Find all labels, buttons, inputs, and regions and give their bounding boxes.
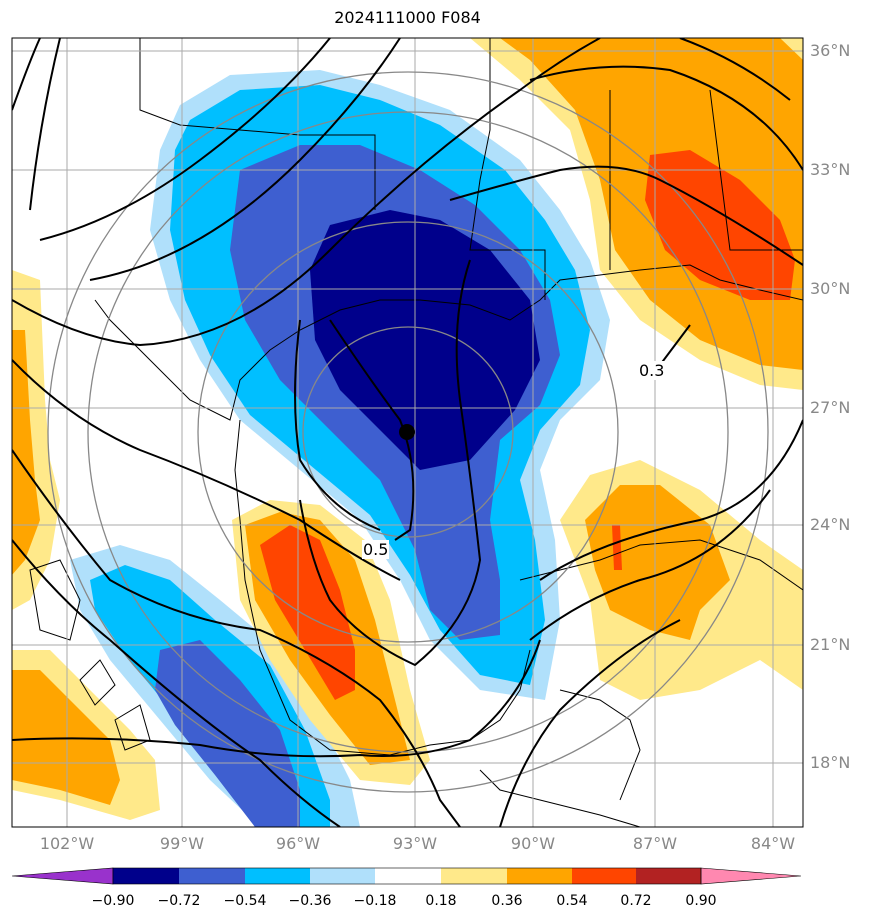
colorbar-tick: −0.18 — [353, 893, 397, 909]
lon-label: 90°W — [510, 834, 556, 853]
lon-label: 87°W — [632, 834, 678, 853]
storm-center-marker — [399, 424, 415, 440]
colorbar-tick: −0.90 — [91, 893, 135, 909]
lat-label: 33°N — [810, 160, 851, 179]
colorbar-tick: −0.72 — [157, 893, 201, 909]
lat-label: 21°N — [810, 635, 851, 654]
map-frame — [11, 37, 804, 828]
contour-label-0.5: 0.5 — [362, 540, 390, 559]
map-title: 2024111000 F084 — [334, 8, 481, 27]
range-rings — [47, 71, 769, 793]
colorbar-tick: −0.54 — [223, 893, 267, 909]
lon-label: 99°W — [159, 834, 205, 853]
lat-label: 27°N — [810, 398, 851, 417]
colorbar-tick: 0.72 — [620, 893, 652, 909]
colorbar-tick: 0.54 — [556, 893, 588, 909]
colorbar-tick: 0.90 — [685, 893, 717, 909]
contour-label-0.3: 0.3 — [638, 361, 666, 380]
colorbar-tick: 0.18 — [425, 893, 457, 909]
negative-anomaly-field — [70, 70, 610, 827]
lon-label: 102°W — [39, 834, 95, 853]
colorbar-tick: 0.36 — [491, 893, 523, 909]
graticule — [12, 38, 803, 827]
lat-label: 24°N — [810, 515, 851, 534]
map-panel — [12, 38, 803, 827]
lat-label: 18°N — [810, 753, 851, 772]
lat-label: 30°N — [810, 279, 851, 298]
lon-label: 84°W — [750, 834, 796, 853]
lon-label: 96°W — [275, 834, 321, 853]
lon-label: 93°W — [392, 834, 438, 853]
colorbar — [11, 867, 802, 885]
lat-label: 36°N — [810, 41, 851, 60]
black-contours — [12, 38, 803, 827]
colorbar-tick: −0.36 — [288, 893, 332, 909]
